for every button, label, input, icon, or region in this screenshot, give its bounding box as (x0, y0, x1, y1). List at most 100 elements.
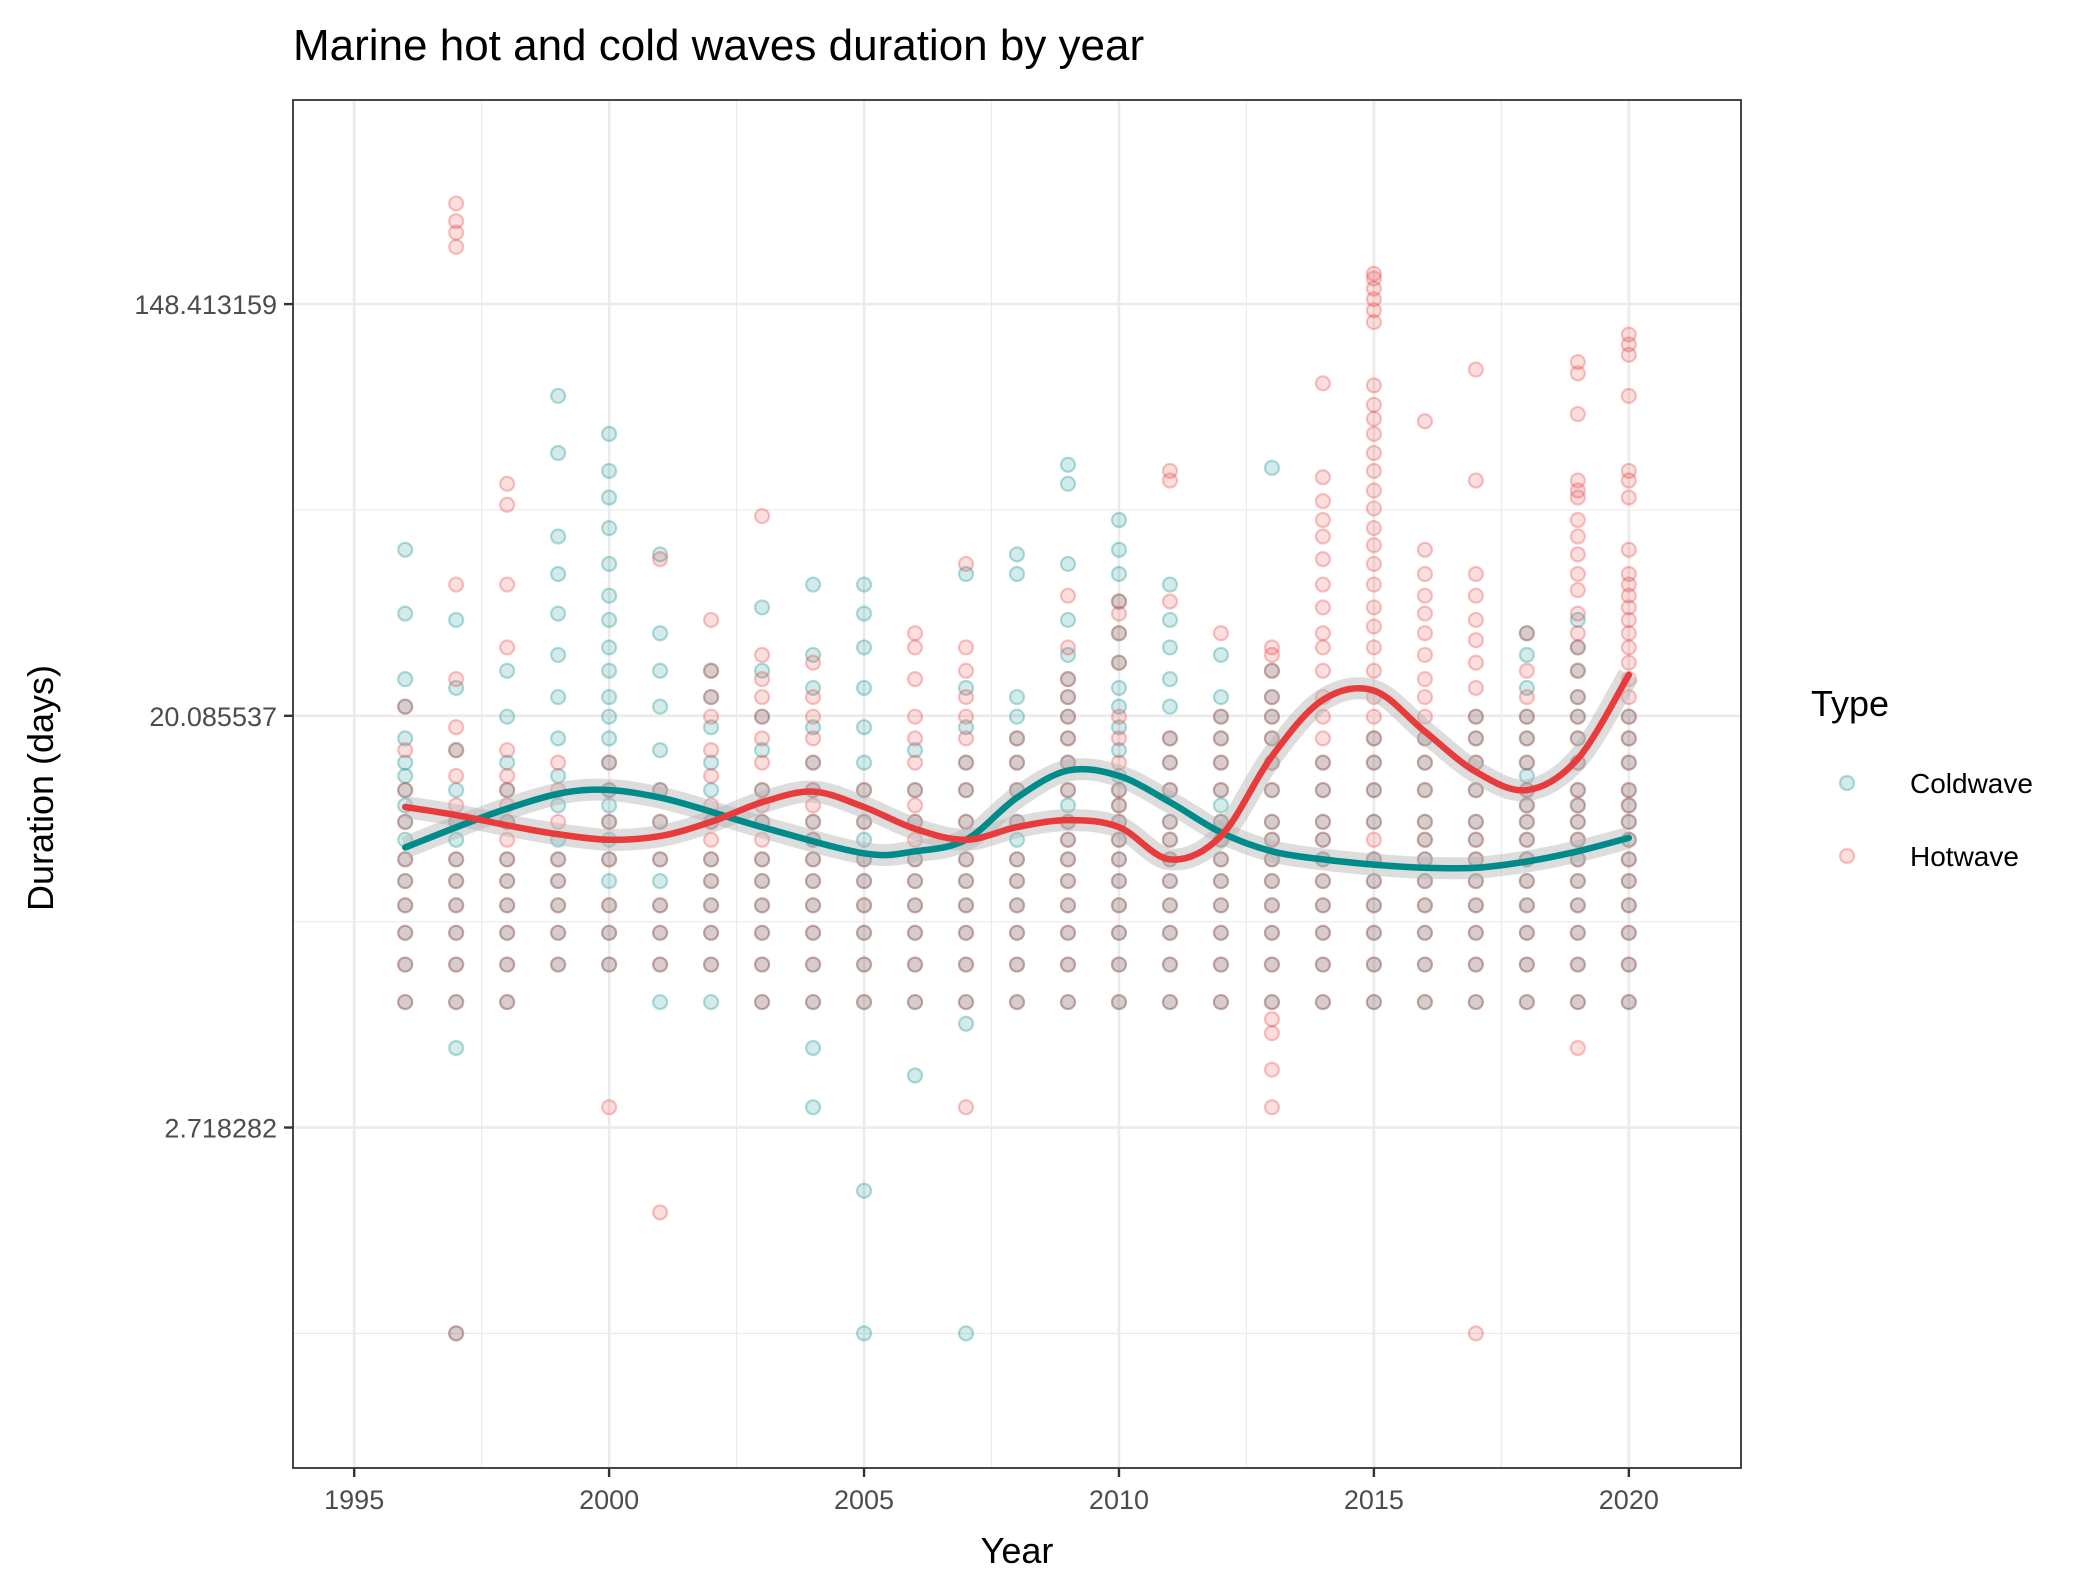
data-point-coldwave (804, 924, 822, 941)
data-point-hotwave (1365, 500, 1383, 517)
data-point-coldwave (1212, 993, 1230, 1011)
data-point-hotwave (601, 1099, 618, 1116)
data-point-hotwave (1263, 993, 1281, 1011)
data-point-hotwave (1569, 993, 1586, 1011)
data-point-hotwave (1467, 611, 1484, 629)
data-point-coldwave (397, 872, 414, 890)
data-point-hotwave (1314, 708, 1332, 725)
data-point-coldwave (1365, 924, 1383, 941)
data-point-coldwave (1569, 956, 1586, 973)
data-point-hotwave (1365, 662, 1383, 679)
data-point-hotwave (1467, 361, 1484, 378)
data-point-coldwave (906, 1067, 924, 1084)
data-point-hotwave (1518, 662, 1535, 679)
data-point-coldwave (1212, 797, 1230, 814)
data-point-coldwave (1314, 782, 1332, 799)
data-point-hotwave (753, 924, 771, 941)
data-point-coldwave (855, 754, 873, 771)
data-point-hotwave (1569, 897, 1586, 914)
data-point-hotwave (499, 576, 516, 593)
data-point-hotwave (1620, 897, 1637, 914)
data-point-coldwave (499, 782, 516, 799)
data-point-coldwave (1569, 924, 1586, 941)
data-point-coldwave (702, 993, 720, 1011)
data-point-coldwave (601, 897, 618, 914)
data-point-hotwave (753, 708, 771, 725)
data-point-hotwave (1569, 831, 1586, 848)
data-point-hotwave (1059, 924, 1077, 941)
data-point-coldwave (601, 519, 618, 537)
data-point-coldwave (1212, 897, 1230, 914)
data-point-coldwave (1008, 956, 1026, 973)
data-point-hotwave (702, 688, 720, 706)
data-point-coldwave (1314, 924, 1332, 941)
data-point-hotwave (1161, 831, 1179, 848)
data-point-coldwave (448, 924, 465, 941)
data-point-hotwave (1110, 730, 1128, 747)
data-point-coldwave (1161, 924, 1179, 941)
data-point-coldwave (804, 851, 822, 868)
data-point-hotwave (702, 924, 720, 941)
data-point-coldwave (1416, 831, 1433, 848)
data-point-hotwave (1467, 730, 1484, 747)
data-point-hotwave (753, 688, 771, 706)
data-point-coldwave (1569, 662, 1586, 679)
data-point-hotwave (1620, 639, 1637, 656)
data-point-coldwave (855, 639, 873, 656)
data-point-hotwave (753, 646, 771, 664)
data-point-hotwave (1161, 993, 1179, 1011)
data-point-hotwave (1263, 730, 1281, 747)
data-point-coldwave (601, 662, 618, 679)
data-point-hotwave (1314, 375, 1332, 392)
data-point-hotwave (1110, 593, 1128, 610)
data-point-hotwave (1314, 872, 1332, 890)
data-point-hotwave (1416, 565, 1433, 583)
data-point-coldwave (1263, 993, 1281, 1011)
data-point-hotwave (957, 639, 975, 656)
data-point-coldwave (550, 797, 567, 814)
data-point-coldwave (397, 851, 414, 868)
data-point-hotwave (651, 851, 669, 868)
data-point-coldwave (1059, 851, 1077, 868)
data-point-hotwave (499, 897, 516, 914)
data-point-coldwave (1110, 511, 1128, 529)
data-point-hotwave (1467, 1325, 1484, 1342)
data-point-hotwave (1569, 813, 1586, 830)
data-point-coldwave (1263, 831, 1281, 848)
data-point-coldwave (906, 742, 924, 759)
data-point-hotwave (601, 924, 618, 941)
data-point-coldwave (1110, 851, 1128, 868)
data-point-hotwave (957, 813, 975, 830)
data-point-hotwave (397, 813, 414, 830)
data-point-coldwave (1620, 797, 1637, 814)
data-point-hotwave (957, 708, 975, 725)
data-point-hotwave (1569, 489, 1586, 506)
data-point-hotwave (1314, 511, 1332, 529)
data-point-hotwave (906, 708, 924, 725)
data-point-hotwave (1059, 587, 1077, 604)
data-point-hotwave (1416, 671, 1433, 688)
data-point-hotwave (957, 688, 975, 706)
data-point-hotwave (1365, 730, 1383, 747)
data-point-hotwave (1212, 625, 1230, 642)
data-point-coldwave (804, 1099, 822, 1116)
data-point-hotwave (1467, 872, 1484, 890)
data-point-hotwave (448, 956, 465, 973)
data-point-hotwave (1569, 605, 1586, 622)
data-point-hotwave (1110, 654, 1128, 671)
data-point-hotwave (448, 767, 465, 785)
data-point-coldwave (1110, 897, 1128, 914)
data-point-hotwave (1314, 897, 1332, 914)
data-point-hotwave (1212, 993, 1230, 1011)
data-point-hotwave (1263, 1025, 1281, 1042)
data-point-hotwave (855, 924, 873, 941)
data-point-hotwave (1467, 782, 1484, 799)
data-point-hotwave (702, 851, 720, 868)
data-point-hotwave (1059, 730, 1077, 747)
data-point-coldwave (1263, 813, 1281, 830)
data-point-coldwave (1416, 754, 1433, 771)
data-point-coldwave (448, 679, 465, 697)
data-point-hotwave (804, 956, 822, 973)
data-point-coldwave (702, 956, 720, 973)
data-point-hotwave (1620, 565, 1637, 583)
